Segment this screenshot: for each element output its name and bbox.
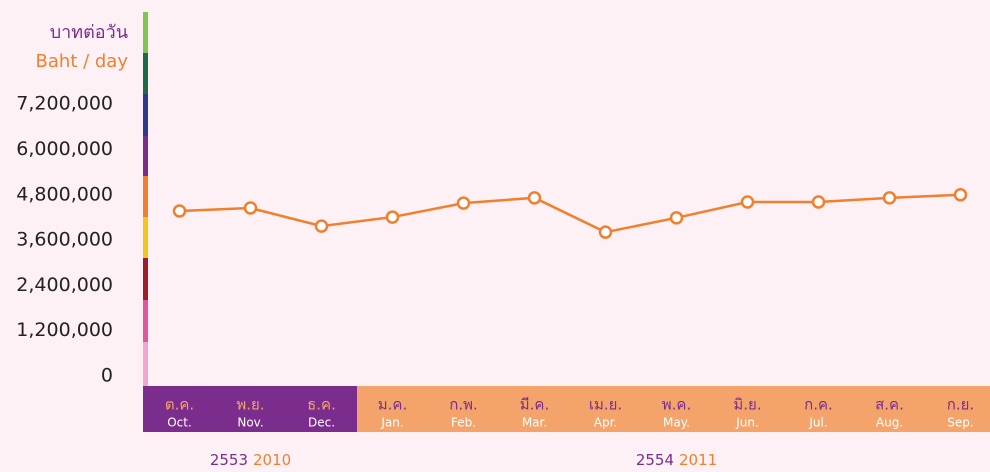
y-tick-label: 6,000,000 (16, 138, 113, 160)
point (953, 188, 968, 202)
x-tick-label: Oct. (167, 416, 192, 430)
x-tick-label-th: พ.ย. (236, 396, 264, 414)
point (811, 195, 826, 209)
group-label: 2554 2011 (636, 451, 717, 469)
point (669, 211, 684, 225)
x-tick-label-th: ก.พ. (449, 396, 478, 414)
group-label: 2553 2010 (210, 451, 291, 469)
x-tick-label-th: ก.ย. (947, 396, 974, 414)
x-tick-label-th: พ.ค. (662, 396, 691, 414)
x-tick-label: Jan. (380, 416, 403, 430)
y-unit-th: บาทต่อวัน (50, 22, 128, 43)
point (740, 195, 755, 209)
x-tick-label: Jun. (735, 416, 759, 430)
x-tick-label-th: ส.ค. (875, 396, 904, 414)
group-label-th: 2554 (636, 451, 674, 469)
point (456, 196, 471, 210)
group-label-en: 2010 (253, 451, 291, 469)
x-tick-label: Aug. (876, 416, 903, 430)
point (527, 191, 542, 205)
y-tick-label: 7,200,000 (16, 93, 113, 115)
line (179, 193, 961, 234)
x-tick-label-th: ธ.ค. (307, 396, 336, 414)
point (598, 225, 613, 239)
x-tick-label: Nov. (237, 416, 263, 430)
point (385, 210, 400, 224)
x-tick-label-th: ต.ค. (165, 396, 194, 414)
x-tick-label: Apr. (594, 416, 617, 430)
point (243, 201, 258, 215)
group-label-en: 2011 (679, 451, 717, 469)
y-tick-label: 1,200,000 (16, 319, 113, 341)
band-group-1 (357, 386, 990, 432)
band-group-0 (143, 386, 357, 432)
x-tick-label-th: มี.ค. (520, 396, 549, 414)
x-tick-label: Jul. (808, 416, 827, 430)
color-strip (143, 12, 148, 386)
point (172, 204, 187, 218)
point (882, 191, 897, 205)
x-tick-label: Sep. (947, 416, 973, 430)
x-tick-label-th: มิ.ย. (733, 396, 761, 414)
x-tick-label: May. (663, 416, 690, 430)
y-tick-label: 4,800,000 (16, 183, 113, 205)
x-tick-label-th: ก.ค. (804, 396, 833, 414)
x-tick-label: Mar. (522, 416, 547, 430)
group-label-th: 2553 (210, 451, 248, 469)
point (314, 219, 329, 233)
y-tick-label: 2,400,000 (16, 274, 113, 296)
x-tick-label-th: เม.ย. (589, 396, 622, 414)
x-tick-label: Dec. (308, 416, 335, 430)
y-unit-en: Baht / day (36, 51, 129, 72)
x-tick-label: Feb. (451, 416, 476, 430)
y-tick-label: 0 (101, 365, 113, 387)
x-tick-label-th: ม.ค. (378, 396, 407, 414)
y-tick-label: 3,600,000 (16, 229, 113, 251)
